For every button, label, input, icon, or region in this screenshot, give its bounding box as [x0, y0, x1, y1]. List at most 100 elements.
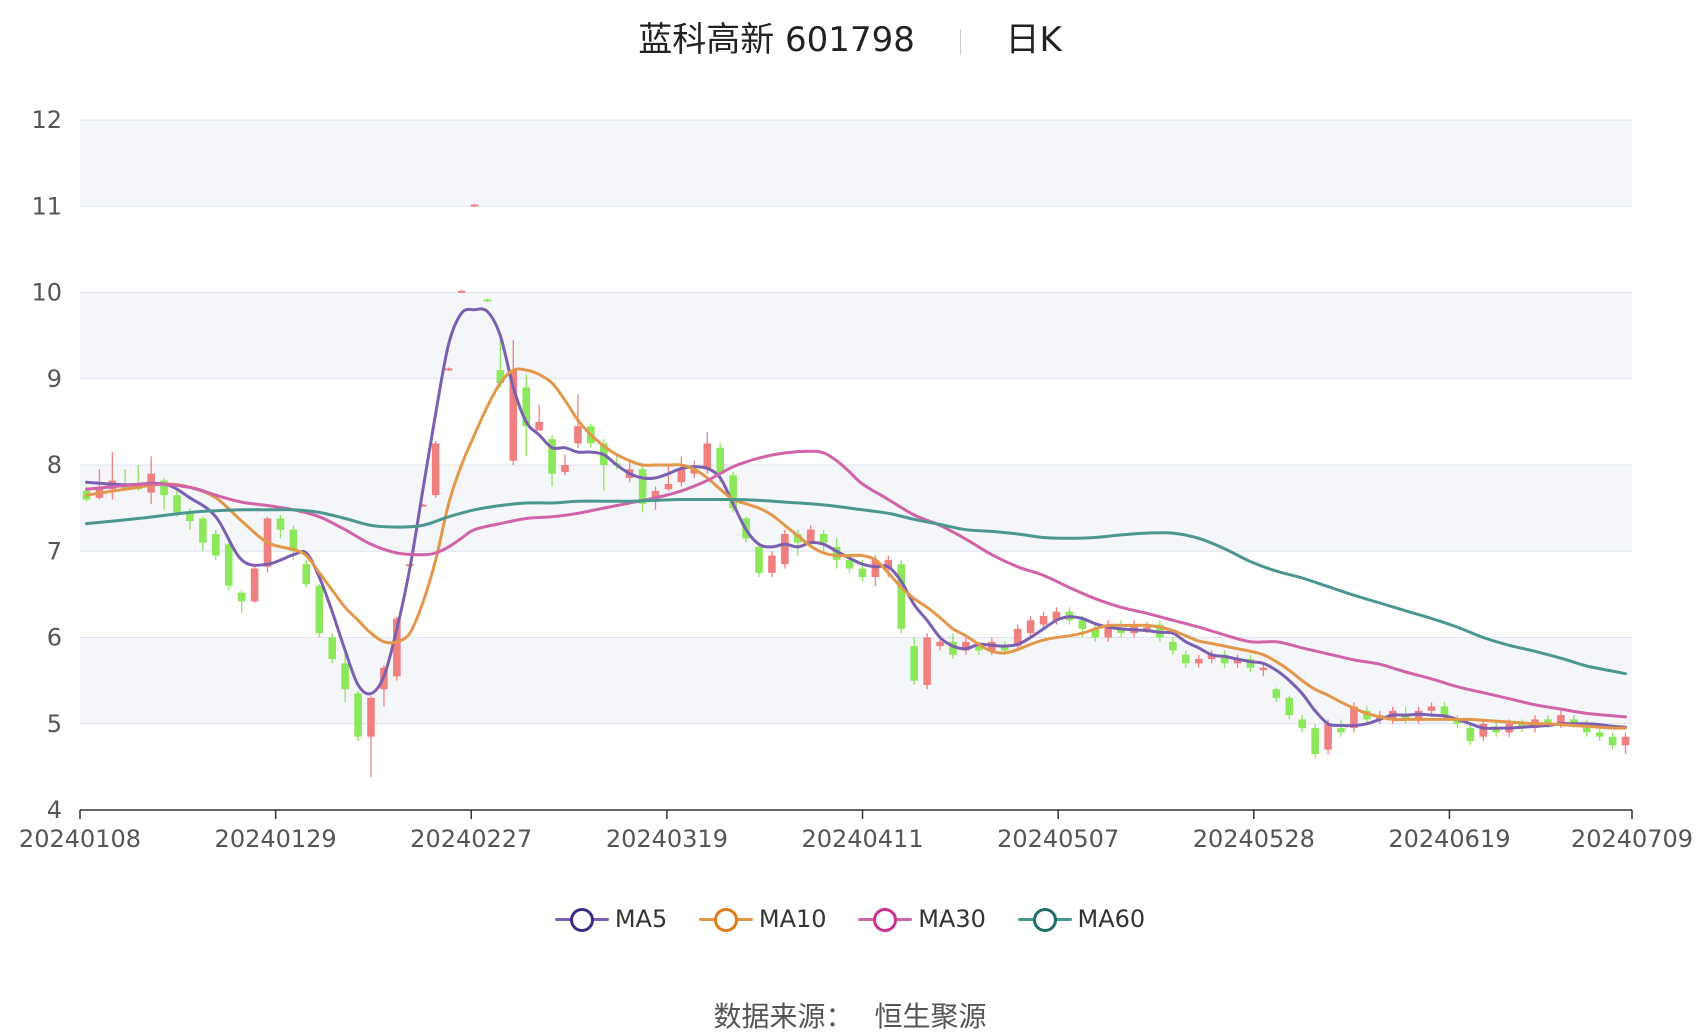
candle-body: [1570, 719, 1578, 724]
candle-body: [858, 568, 867, 578]
candle-body: [729, 475, 737, 509]
y-tick-label: 11: [31, 192, 62, 220]
legend-swatch-ma5: [554, 906, 609, 932]
candle-body: [794, 534, 802, 543]
candle-body: [768, 555, 776, 573]
candle-body: [1298, 719, 1306, 729]
y-tick-label: 4: [47, 796, 62, 824]
candle-body: [1350, 706, 1358, 729]
candle-body: [1272, 689, 1281, 698]
candle-body: [186, 512, 194, 522]
candle-body: [1427, 706, 1436, 711]
ma-line-ma30: [85, 449, 1627, 719]
candle-body: [910, 646, 918, 681]
candle-body: [315, 585, 324, 634]
candle-body: [393, 618, 401, 677]
candle-body: [224, 544, 233, 586]
candle-body: [1363, 710, 1371, 720]
candle-body: [1608, 736, 1617, 746]
candle-body: [212, 534, 220, 556]
candle-body: [341, 663, 349, 690]
candle-body: [1285, 697, 1294, 716]
candle-body: [173, 495, 181, 513]
candle-body: [1595, 732, 1604, 737]
candle-body: [1337, 728, 1345, 733]
candle-body: [483, 299, 492, 302]
title-separator: [959, 28, 961, 55]
candle-body: [1039, 615, 1048, 625]
candle-body: [1026, 620, 1035, 634]
candle-body: [832, 546, 841, 560]
source-value: 恒生聚源: [874, 1000, 987, 1033]
x-tick-label: 20240619: [1388, 825, 1510, 853]
candle-body: [871, 559, 880, 578]
y-tick-label: 9: [47, 365, 62, 393]
candle-body: [444, 368, 453, 371]
candle-body: [367, 697, 375, 737]
x-tick-label: 20240227: [410, 825, 532, 853]
candle-body: [923, 637, 931, 685]
legend-item-ma5[interactable]: MA5: [554, 905, 668, 933]
legend-label-ma5: MA5: [614, 905, 668, 933]
x-tick-label: 20240507: [997, 825, 1119, 853]
candle-body: [1104, 624, 1112, 638]
candle-body: [1557, 715, 1565, 724]
candle-body: [1401, 715, 1410, 720]
y-tick-label: 6: [47, 624, 62, 652]
candle-body: [1466, 728, 1475, 741]
candle-body: [431, 443, 440, 496]
candle-body: [897, 564, 906, 629]
candle-body: [418, 504, 427, 507]
x-tick-label: 20240108: [19, 825, 141, 853]
plot-band: [80, 120, 1632, 207]
x-tick-label: 20240319: [606, 825, 728, 853]
candle-body: [962, 641, 970, 651]
stock-name: 蓝科高新: [638, 20, 775, 60]
chart-legend[interactable]: MA5 MA10 MA30 MA60: [0, 905, 1700, 938]
y-tick-label: 12: [31, 106, 62, 134]
legend-swatch-ma10: [698, 906, 753, 932]
x-tick-label: 20240528: [1193, 825, 1315, 853]
candlestick-chart: 4 5 6 7 8 9 10 11 12 20240108 20240129 20240227 2024…: [19, 106, 1693, 853]
legend-label-ma30: MA30: [918, 905, 986, 933]
ma-line-ma60: [85, 497, 1627, 676]
candle-body: [561, 465, 569, 472]
candle-body: [936, 641, 944, 647]
chart-title: 蓝科高新 601798 日K: [0, 12, 1700, 61]
x-tick-label: 20240709: [1571, 825, 1693, 853]
candle-body: [1117, 628, 1125, 634]
candle-body: [781, 534, 789, 565]
candle-body: [302, 564, 311, 585]
candle-body: [638, 469, 647, 504]
candle-body: [535, 421, 543, 431]
candle-body: [1182, 654, 1190, 664]
data-source: 数据来源： 恒生聚源: [0, 995, 1700, 1035]
candle-body: [806, 529, 815, 543]
legend-label-ma10: MA10: [758, 905, 827, 933]
candle-body: [522, 387, 530, 427]
candle-body: [470, 204, 479, 207]
period-label: 日K: [1005, 20, 1062, 60]
candle-body: [574, 426, 582, 444]
candle-body: [1052, 611, 1061, 621]
y-tick-label: 5: [47, 710, 62, 738]
legend-item-ma30[interactable]: MA30: [858, 905, 986, 933]
candle-body: [1259, 667, 1268, 671]
legend-item-ma10[interactable]: MA10: [698, 905, 827, 933]
candle-body: [289, 529, 298, 552]
candle-body: [845, 559, 854, 569]
legend-item-ma60[interactable]: MA60: [1017, 905, 1145, 933]
candle-body: [496, 370, 505, 384]
candle-body: [677, 469, 686, 483]
candle-body: [1078, 620, 1087, 629]
candle-body: [975, 646, 983, 651]
candle-body: [1091, 628, 1100, 638]
candle-body: [1621, 736, 1630, 746]
candle-body: [1194, 659, 1203, 664]
candle-body: [1220, 654, 1229, 664]
x-tick-label: 20240411: [801, 825, 923, 853]
y-tick-label: 10: [31, 279, 62, 307]
candle-body: [1246, 659, 1255, 668]
candle-body: [1544, 719, 1552, 724]
candle-body: [651, 490, 660, 500]
